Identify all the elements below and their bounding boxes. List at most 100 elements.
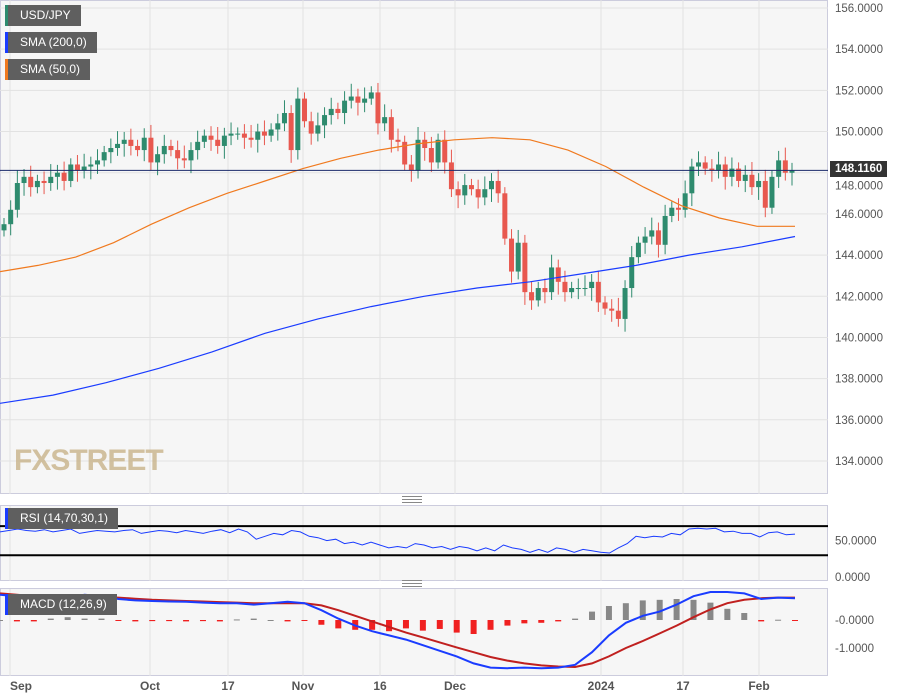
- macd-histogram-bar: [301, 620, 308, 621]
- candle: [235, 133, 241, 135]
- candle: [268, 129, 274, 136]
- x-tick-label: 2024: [588, 679, 615, 693]
- legend-rsi: RSI (14,70,30,1): [5, 508, 119, 529]
- y-tick-label: 134.0000: [835, 456, 883, 468]
- candle: [88, 164, 94, 167]
- candle: [669, 207, 675, 216]
- candle: [395, 139, 401, 142]
- x-tick-label: Feb: [748, 679, 769, 693]
- candle: [455, 189, 461, 196]
- candle: [101, 152, 107, 161]
- y-tick-label: 136.0000: [835, 415, 883, 427]
- macd-histogram-bar: [318, 620, 325, 625]
- candle: [81, 166, 87, 171]
- candle: [415, 139, 421, 171]
- candle: [61, 172, 67, 181]
- macd-histogram-bar: [741, 613, 748, 620]
- candle: [475, 189, 481, 198]
- macd-resize-handle[interactable]: [402, 580, 422, 587]
- candle: [228, 133, 234, 136]
- rsi-panel: [0, 505, 828, 581]
- candle: [435, 139, 441, 163]
- y-tick-label: 150.0000: [835, 127, 883, 139]
- candle: [48, 176, 54, 184]
- candle: [161, 145, 167, 155]
- macd-histogram-bar: [386, 620, 393, 632]
- candle: [629, 257, 635, 289]
- candle: [529, 292, 535, 301]
- candle: [215, 139, 221, 146]
- macd-histogram-bar: [199, 620, 206, 622]
- macd-histogram-bar: [369, 620, 376, 630]
- macd-histogram-bar: [589, 611, 596, 620]
- macd-histogram-bar: [656, 599, 663, 620]
- legend-symbol: USD/JPY: [5, 5, 81, 26]
- macd-histogram-bar: [673, 599, 680, 620]
- macd-histogram-bar: [690, 599, 697, 620]
- candle: [402, 141, 408, 165]
- candle: [141, 137, 147, 151]
- y-tick-label: 156.0000: [835, 3, 883, 15]
- y-tick-label: 154.0000: [835, 44, 883, 56]
- candle: [408, 164, 414, 171]
- candle: [201, 135, 207, 142]
- candle: [488, 180, 494, 190]
- candle: [749, 174, 755, 188]
- watermark-logo: FXSTREET: [14, 444, 164, 477]
- candle: [509, 238, 515, 272]
- candle: [776, 160, 782, 177]
- candle: [255, 131, 261, 140]
- legend-macd: MACD (12,26,9): [5, 594, 117, 615]
- candle: [168, 145, 174, 151]
- candle: [355, 96, 361, 103]
- candle: [368, 92, 374, 99]
- candle: [28, 176, 34, 188]
- macd-histogram-bar: [436, 620, 443, 629]
- candle: [555, 267, 561, 282]
- candle: [41, 180, 47, 184]
- candle: [241, 133, 247, 138]
- x-tick-label: Sep: [10, 679, 32, 693]
- candle: [362, 98, 368, 103]
- candle: [342, 100, 348, 114]
- candle: [428, 148, 434, 163]
- candle: [602, 302, 608, 309]
- candle: [502, 193, 508, 239]
- macd-histogram-bar: [622, 603, 629, 620]
- candle: [482, 189, 488, 198]
- rsi-resize-handle[interactable]: [402, 496, 422, 503]
- macd-histogram-bar: [758, 620, 765, 622]
- macd-histogram-bar: [183, 620, 190, 622]
- candle: [442, 139, 448, 163]
- macd-histogram-bar: [47, 618, 54, 620]
- candle: [195, 141, 201, 151]
- candle: [21, 176, 27, 184]
- rsi-tick-label: 0.0000: [835, 572, 870, 584]
- candle: [181, 158, 187, 161]
- legend-sma50: SMA (50,0): [5, 59, 91, 80]
- candle: [115, 143, 121, 149]
- candle: [468, 185, 474, 190]
- macd-signal-line: [0, 592, 795, 669]
- y-tick-label: 138.0000: [835, 374, 883, 386]
- candle: [702, 162, 708, 169]
- candle: [302, 98, 308, 122]
- candle: [736, 168, 742, 181]
- candle: [675, 207, 681, 210]
- x-tick-label: Nov: [292, 679, 315, 693]
- candle: [34, 180, 40, 188]
- sma200-line: [0, 235, 796, 404]
- candle: [8, 209, 14, 225]
- candle: [662, 215, 668, 245]
- macd-histogram-bar: [98, 618, 105, 620]
- macd-histogram-bar: [707, 602, 714, 620]
- candle: [108, 148, 114, 153]
- macd-histogram-bar: [149, 620, 156, 622]
- candle: [522, 242, 528, 293]
- candle: [322, 115, 328, 126]
- candle: [281, 113, 287, 124]
- candle: [655, 230, 661, 245]
- candle: [448, 162, 454, 190]
- candle: [582, 288, 588, 290]
